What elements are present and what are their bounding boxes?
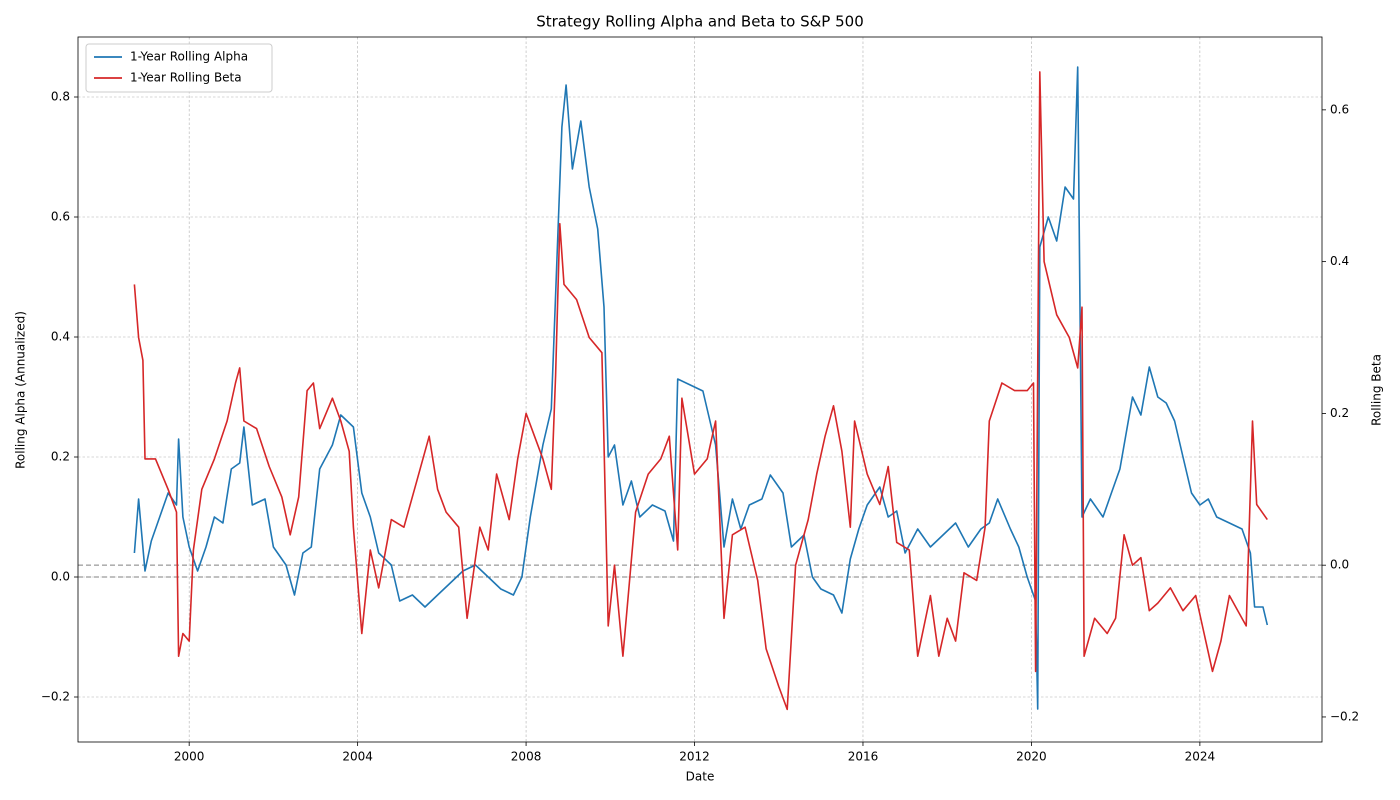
x-tick-label: 2008 — [511, 750, 542, 764]
legend-label: 1-Year Rolling Beta — [130, 71, 242, 85]
y2-tick-label: 0.6 — [1330, 102, 1349, 116]
y2-tick-label: 0.0 — [1330, 558, 1349, 572]
y-tick-label: 0.4 — [51, 330, 70, 344]
x-tick-label: 2020 — [1016, 750, 1047, 764]
x-tick-label: 2012 — [679, 750, 710, 764]
y-tick-label: 0.0 — [51, 570, 70, 584]
plot-frame — [77, 36, 1323, 743]
x-tick-label: 2000 — [174, 750, 205, 764]
y2-tick-label: 0.2 — [1330, 406, 1349, 420]
legend-label: 1-Year Rolling Alpha — [130, 50, 248, 64]
series-line — [133, 66, 1269, 710]
x-tick-label: 2004 — [342, 750, 373, 764]
y-tick-label: 0.6 — [51, 210, 70, 224]
y2-tick-label: −0.2 — [1330, 709, 1359, 723]
y-tick-label: 0.2 — [51, 450, 70, 464]
y2-tick-label: 0.4 — [1330, 254, 1349, 268]
chart-title: Strategy Rolling Alpha and Beta to S&P 5… — [536, 13, 864, 31]
x-tick-label: 2024 — [1185, 750, 1216, 764]
y-tick-label: −0.2 — [41, 690, 70, 704]
y-tick-label: 0.8 — [51, 90, 70, 104]
x-tick-label: 2016 — [848, 750, 879, 764]
y-axis-label: Rolling Alpha (Annualized) — [14, 311, 28, 469]
series-line — [133, 71, 1268, 711]
x-axis-label: Date — [686, 770, 715, 784]
legend-box — [85, 43, 273, 93]
y2-axis-label: Rolling Beta — [1370, 354, 1384, 426]
